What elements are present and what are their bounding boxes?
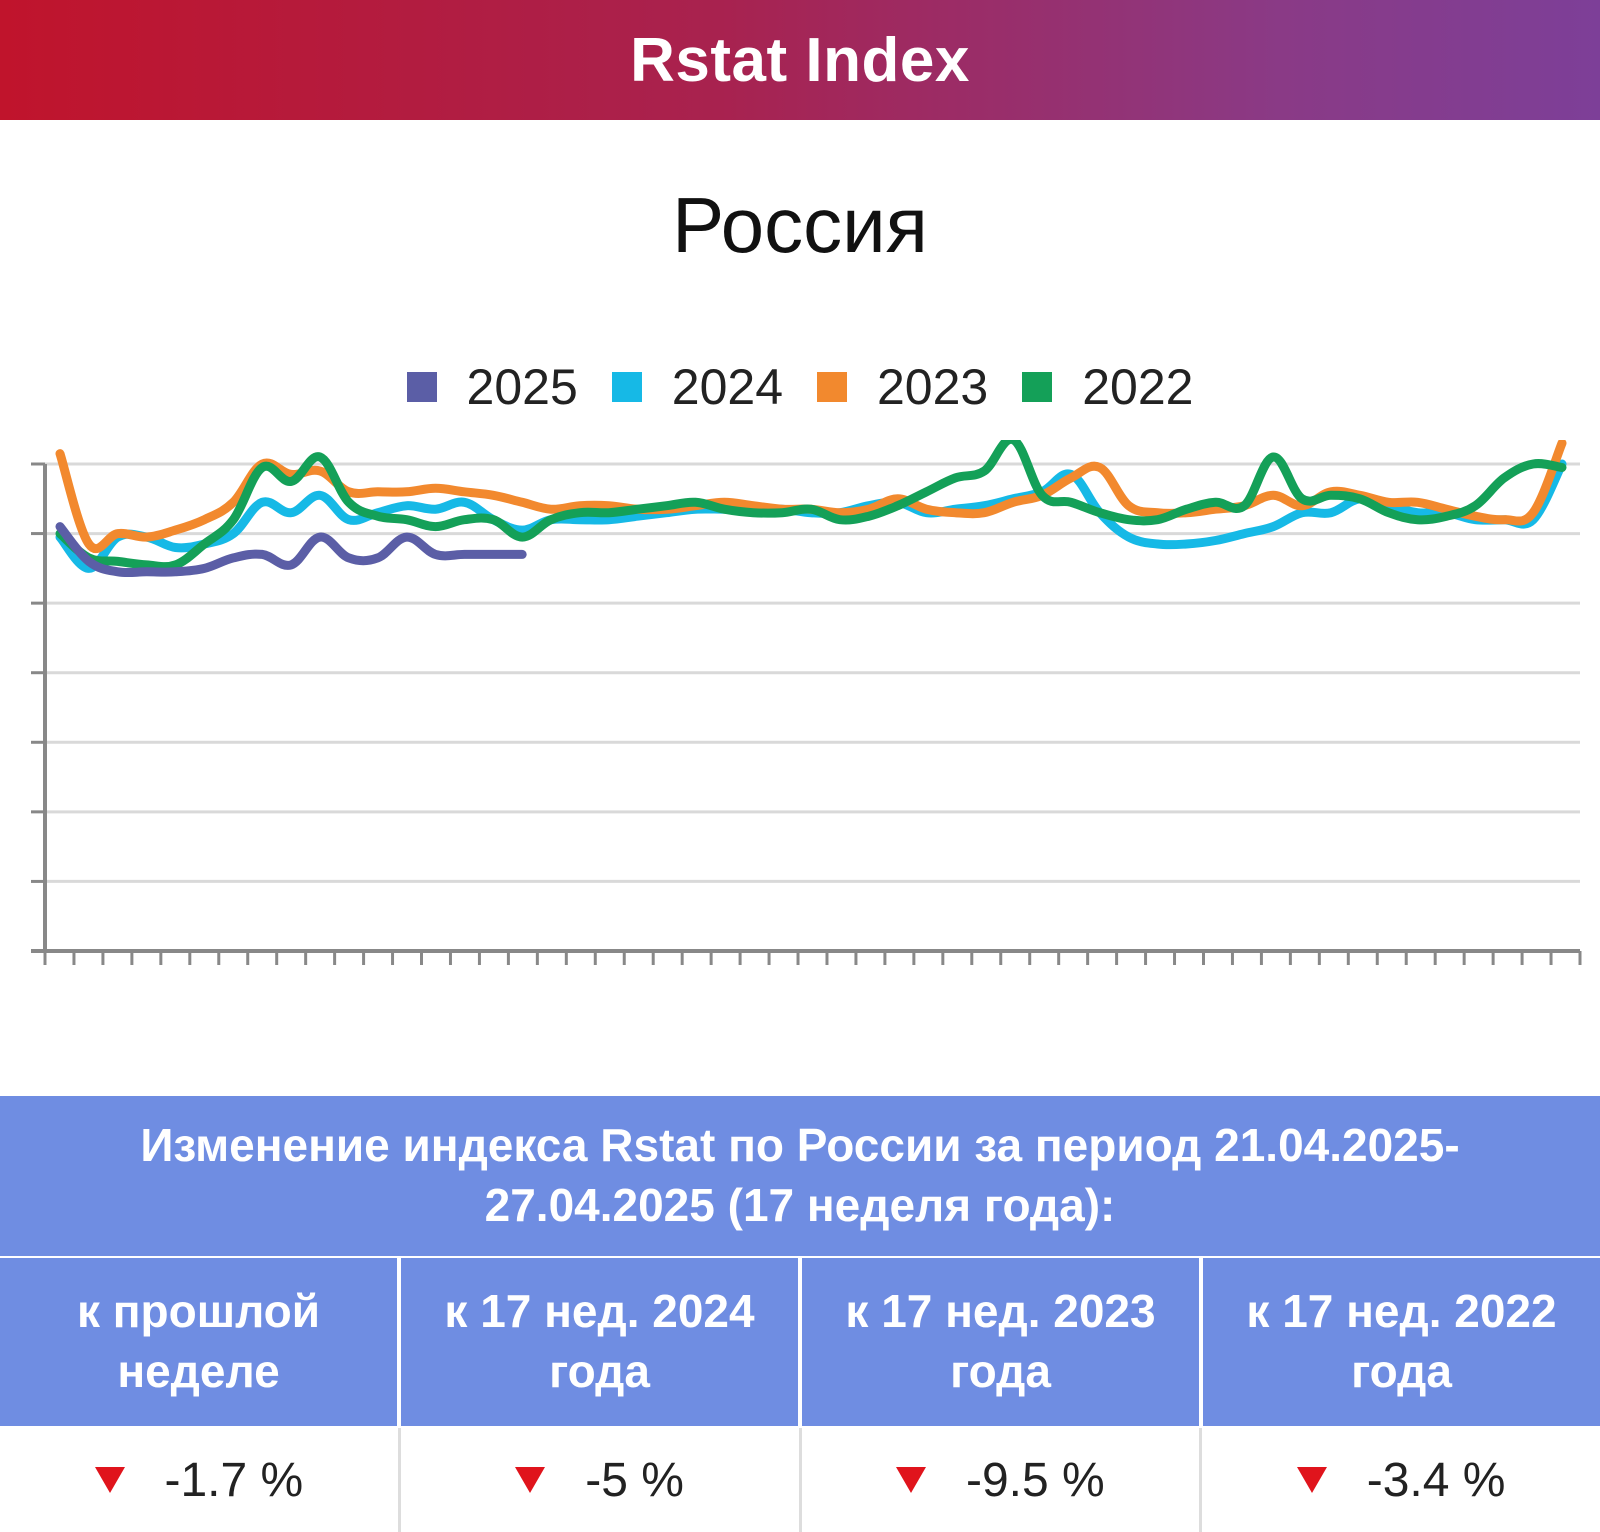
legend-label-2025: 2025 (466, 359, 578, 415)
legend-label-2024: 2024 (671, 359, 783, 415)
down-triangle-icon (515, 1467, 546, 1493)
summary-value-2024: -5 % (401, 1428, 802, 1532)
legend-label-2023: 2023 (877, 359, 989, 415)
down-triangle-icon (94, 1467, 125, 1493)
summary-col-2022: к 17 нед. 2022 года (1203, 1258, 1600, 1426)
legend-swatch-2022 (1022, 372, 1053, 402)
summary-col-label: к 17 нед. 2023 года (845, 1285, 1156, 1397)
summary-col-2023: к 17 нед. 2023 года (802, 1258, 1203, 1426)
summary-col-2024: к 17 нед. 2024 года (401, 1258, 802, 1426)
summary-value-2022: -3.4 % (1202, 1428, 1600, 1532)
summary-value-2023: -9.5 % (802, 1428, 1203, 1532)
legend-item-2025: 2025 (406, 358, 578, 416)
banner-title: Rstat Index (630, 25, 970, 95)
summary-value-prev-week: -1.7 % (0, 1428, 401, 1532)
legend-label-2022: 2022 (1082, 359, 1194, 415)
legend-item-2022: 2022 (1022, 358, 1193, 416)
chart-legend: 2025 2024 2023 2022 (0, 358, 1600, 416)
legend-swatch-2023 (817, 372, 847, 402)
legend-swatch-2024 (611, 372, 642, 402)
summary-columns: к прошлой неделе к 17 нед. 2024 года к 1… (0, 1258, 1600, 1426)
summary-heading-text: Изменение индекса Rstat по России за пер… (140, 1119, 1460, 1231)
legend-swatch-2025 (406, 372, 437, 402)
summary-value-text: -9.5 % (966, 1453, 1105, 1507)
line-chart (31, 440, 1582, 965)
summary-values: -1.7 % -5 % -9.5 % -3.4 % (0, 1428, 1600, 1532)
series-line-2022 (55, 440, 1567, 572)
series-line-2025 (55, 522, 527, 578)
legend-item-2024: 2024 (611, 358, 783, 416)
summary-value-text: -3.4 % (1366, 1453, 1506, 1507)
down-triangle-icon (896, 1467, 926, 1493)
summary-col-label: к 17 нед. 2022 года (1246, 1285, 1557, 1397)
legend-item-2023: 2023 (817, 358, 988, 416)
header-banner: Rstat Index (0, 0, 1600, 120)
summary-value-text: -5 % (585, 1453, 684, 1507)
down-triangle-icon (1296, 1467, 1327, 1493)
summary-value-text: -1.7 % (164, 1453, 304, 1507)
summary-heading: Изменение индекса Rstat по России за пер… (0, 1096, 1600, 1256)
summary-col-prev-week: к прошлой неделе (0, 1258, 401, 1426)
summary-col-label: к 17 нед. 2024 года (444, 1285, 755, 1397)
chart-title: Россия (672, 181, 928, 269)
summary-col-label: к прошлой неделе (76, 1285, 321, 1397)
